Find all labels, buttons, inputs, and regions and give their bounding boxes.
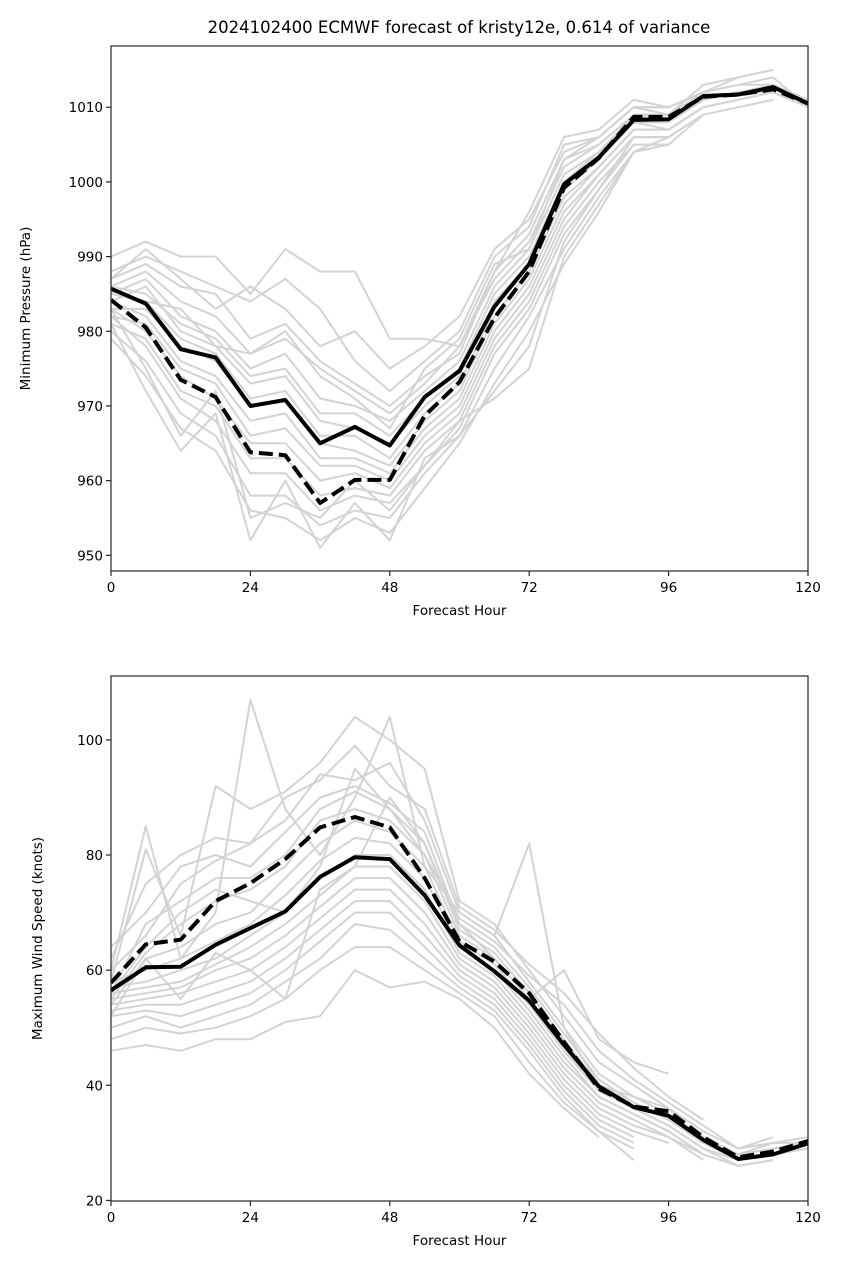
pressure-member-line-13 <box>111 143 669 512</box>
wind-member-line-18 <box>111 744 704 1121</box>
pressure-member-line-12 <box>111 113 705 497</box>
wind-member-line-9 <box>111 865 704 1156</box>
pressure-member-line-15 <box>111 151 635 542</box>
wind-member-line-13 <box>111 911 635 1144</box>
pressure-member-line-16 <box>111 136 635 549</box>
pressure-x-tick-label: 72 <box>521 580 538 596</box>
wind-x-tick-label: 0 <box>107 1210 116 1226</box>
wind-member-line-1 <box>111 715 774 1150</box>
wind-x-axis-label: Forecast Hour <box>413 1233 507 1249</box>
pressure-y-axis-label: Minimum Pressure (hPa) <box>18 227 34 391</box>
pressure-members <box>111 68 808 549</box>
pressure-member-line-17 <box>111 136 669 519</box>
wind-y-tick-label: 20 <box>86 1193 103 1209</box>
wind-y-tick-label: 100 <box>77 733 103 749</box>
wind-member-line-12 <box>111 900 635 1138</box>
chart-title: 2024102400 ECMWF forecast of kristy12e, … <box>208 18 711 37</box>
wind-member-line-8 <box>111 854 739 1167</box>
pressure-x-tick-label: 48 <box>381 580 398 596</box>
wind-axes-frame <box>110 675 809 1202</box>
wind-x-tick-label: 72 <box>521 1210 538 1226</box>
pressure-member-line-6 <box>111 91 774 445</box>
pressure-member-line-3 <box>111 83 808 415</box>
pressure-x-tick-label: 0 <box>107 580 116 596</box>
wind-member-line-10 <box>111 877 704 1161</box>
pressure-y-tick-label: 990 <box>77 250 103 266</box>
wind-weighted-line <box>111 815 808 1160</box>
wind-y-tick-label: 60 <box>86 963 103 979</box>
wind-mean-line <box>111 855 808 1161</box>
pressure-x-tick-label: 96 <box>660 580 677 596</box>
wind-x-tick-label: 24 <box>242 1210 259 1226</box>
pressure-member-line-2 <box>111 76 808 407</box>
pressure-axes-frame <box>110 45 809 572</box>
pressure-y-tick-label: 980 <box>77 324 103 340</box>
wind-member-line-11 <box>111 888 669 1144</box>
pressure-x-axis-label: Forecast Hour <box>413 603 507 619</box>
pressure-x-tick-label: 24 <box>242 580 259 596</box>
pressure-member-line-18 <box>111 106 669 370</box>
pressure-y-tick-label: 1000 <box>69 175 103 191</box>
wind-member-line-0 <box>111 698 808 1156</box>
pressure-member-line-19 <box>111 113 669 430</box>
wind-member-line-3 <box>111 785 808 1162</box>
wind-member-line-15 <box>111 946 635 1161</box>
pressure-y-tick-label: 1010 <box>69 100 103 116</box>
pressure-y-tick-label: 950 <box>77 548 103 564</box>
pressure-member-line-14 <box>111 143 669 527</box>
wind-x-tick-label: 96 <box>660 1210 677 1226</box>
wind-x-tick-label: 120 <box>795 1210 821 1226</box>
pressure-member-line-10 <box>111 98 774 482</box>
wind-member-line-17 <box>111 796 669 1075</box>
pressure-x-ticks: 0 24 48 72 96 120 <box>107 571 821 596</box>
pressure-y-tick-label: 970 <box>77 399 103 415</box>
wind-y-axis-label: Maximum Wind Speed (knots) <box>30 837 46 1040</box>
wind-member-line-14 <box>111 923 635 1150</box>
wind-y-tick-label: 40 <box>86 1078 103 1094</box>
pressure-x-tick-label: 120 <box>795 580 821 596</box>
pressure-panel: 950 960 970 980 990 1000 1010 0 24 48 72 96 120 For… <box>18 45 821 619</box>
pressure-member-line-11 <box>111 113 704 490</box>
pressure-member-line-9 <box>111 98 739 475</box>
wind-member-line-16 <box>111 969 600 1138</box>
wind-members <box>111 698 808 1167</box>
wind-x-ticks: 0 24 48 72 96 120 <box>107 1201 821 1226</box>
wind-member-line-6 <box>111 819 774 1167</box>
wind-y-tick-label: 80 <box>86 848 103 864</box>
wind-panel: 20 40 60 80 100 0 24 48 72 96 120 Forecast Hour M… <box>30 675 821 1249</box>
pressure-member-line-0 <box>111 68 774 348</box>
pressure-mean-lines <box>111 85 808 505</box>
pressure-y-ticks: 950 960 970 980 990 1000 1010 <box>69 100 111 564</box>
pressure-member-line-8 <box>111 91 808 467</box>
wind-mean-lines <box>111 815 808 1161</box>
pressure-weighted-line <box>111 87 808 505</box>
pressure-y-tick-label: 960 <box>77 474 103 490</box>
wind-y-ticks: 20 40 60 80 100 <box>77 733 111 1209</box>
wind-x-tick-label: 48 <box>381 1210 398 1226</box>
